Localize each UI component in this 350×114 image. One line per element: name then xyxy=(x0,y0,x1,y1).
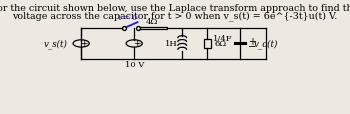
Text: +: + xyxy=(133,38,140,47)
Text: −: − xyxy=(248,42,256,52)
Text: 6Ω: 6Ω xyxy=(214,40,226,48)
Text: 10 V: 10 V xyxy=(125,61,144,69)
Text: voltage across the capacitor for t > 0 when v_s(t) = 6e^{-3t}u(t) V.: voltage across the capacitor for t > 0 w… xyxy=(12,11,337,21)
Text: +: + xyxy=(248,37,256,47)
Text: t = 0: t = 0 xyxy=(118,14,138,22)
Text: 1H: 1H xyxy=(165,40,178,48)
Text: +: + xyxy=(80,38,88,47)
Bar xyxy=(204,40,211,48)
Text: 4Ω: 4Ω xyxy=(146,18,158,26)
Text: v_c(t): v_c(t) xyxy=(254,39,278,49)
Text: 1/4F: 1/4F xyxy=(214,35,233,43)
Bar xyxy=(137,28,167,30)
Text: For the circuit shown below, use the Laplace transform approach to find the: For the circuit shown below, use the Lap… xyxy=(0,4,350,13)
Text: v_s(t): v_s(t) xyxy=(44,39,68,49)
